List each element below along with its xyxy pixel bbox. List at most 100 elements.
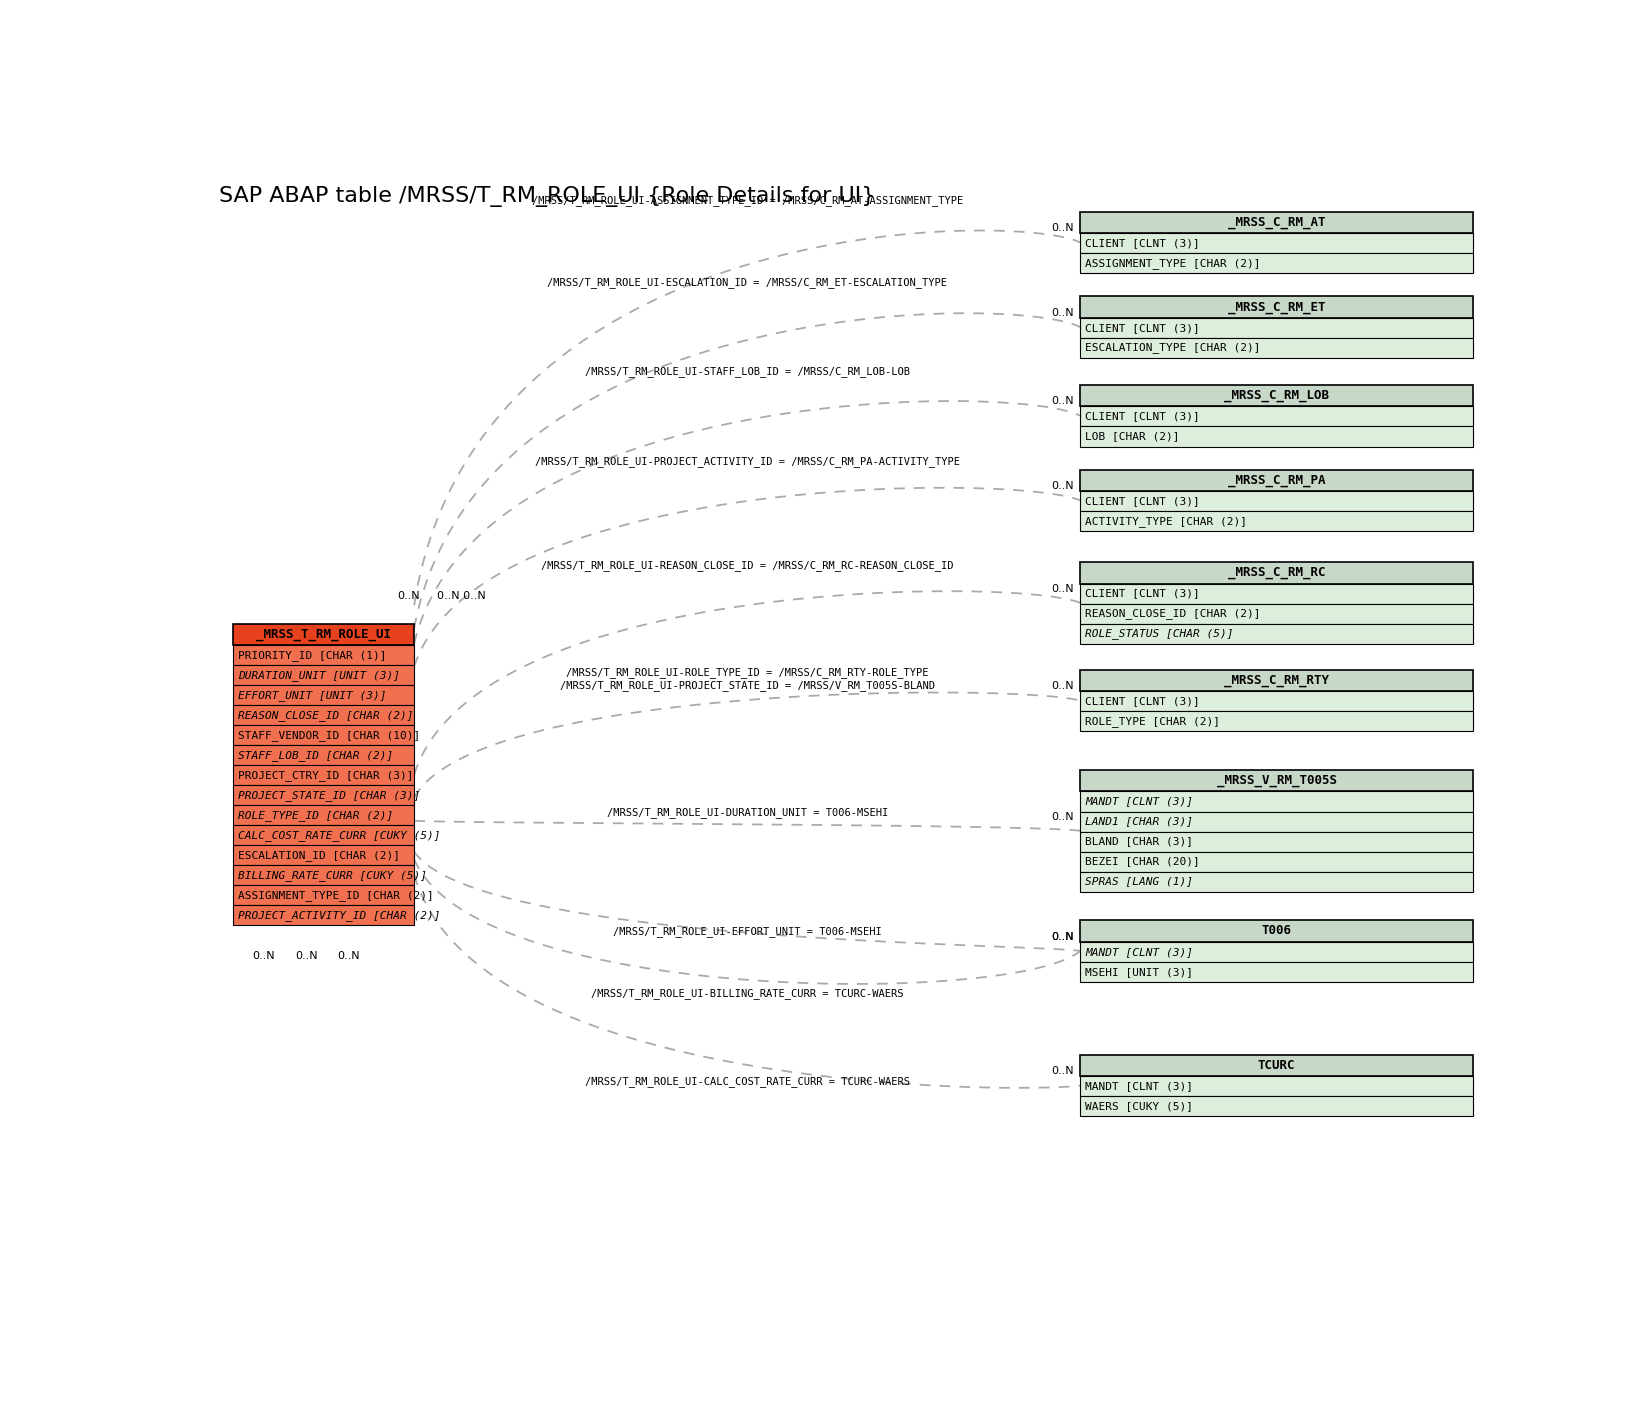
FancyBboxPatch shape bbox=[1079, 470, 1473, 491]
Text: 0..N: 0..N bbox=[1051, 682, 1074, 691]
Text: PROJECT_ACTIVITY_ID [CHAR (2)]: PROJECT_ACTIVITY_ID [CHAR (2)] bbox=[237, 910, 440, 921]
Text: MANDT [CLNT (3)]: MANDT [CLNT (3)] bbox=[1084, 947, 1193, 957]
Text: STAFF_LOB_ID [CHAR (2)]: STAFF_LOB_ID [CHAR (2)] bbox=[237, 749, 394, 761]
FancyBboxPatch shape bbox=[1079, 624, 1473, 643]
Text: 0..N 0..N: 0..N 0..N bbox=[437, 591, 486, 601]
Text: CLIENT [CLNT (3)]: CLIENT [CLNT (3)] bbox=[1084, 588, 1200, 598]
Text: WAERS [CUKY (5)]: WAERS [CUKY (5)] bbox=[1084, 1102, 1193, 1112]
Text: /MRSS/T_RM_ROLE_UI-STAFF_LOB_ID = /MRSS/C_RM_LOB-LOB: /MRSS/T_RM_ROLE_UI-STAFF_LOB_ID = /MRSS/… bbox=[585, 367, 910, 377]
FancyBboxPatch shape bbox=[1079, 253, 1473, 274]
Text: MANDT [CLNT (3)]: MANDT [CLNT (3)] bbox=[1084, 1081, 1193, 1091]
Text: 0..N: 0..N bbox=[1051, 223, 1074, 233]
Text: CALC_COST_RATE_CURR [CUKY (5)]: CALC_COST_RATE_CURR [CUKY (5)] bbox=[237, 830, 440, 841]
FancyBboxPatch shape bbox=[1079, 604, 1473, 624]
FancyBboxPatch shape bbox=[1079, 406, 1473, 426]
FancyBboxPatch shape bbox=[1079, 233, 1473, 253]
Text: _MRSS_V_RM_T005S: _MRSS_V_RM_T005S bbox=[1216, 775, 1337, 787]
FancyBboxPatch shape bbox=[234, 624, 414, 645]
Text: 0..N: 0..N bbox=[295, 951, 318, 961]
Text: PRIORITY_ID [CHAR (1)]: PRIORITY_ID [CHAR (1)] bbox=[237, 649, 386, 660]
FancyBboxPatch shape bbox=[1079, 670, 1473, 691]
Text: 0..N: 0..N bbox=[397, 591, 420, 601]
FancyBboxPatch shape bbox=[1079, 511, 1473, 531]
FancyBboxPatch shape bbox=[234, 645, 414, 665]
Text: /MRSS/T_RM_ROLE_UI-ASSIGNMENT_TYPE_ID = /MRSS/C_RM_AT-ASSIGNMENT_TYPE: /MRSS/T_RM_ROLE_UI-ASSIGNMENT_TYPE_ID = … bbox=[532, 195, 962, 206]
FancyBboxPatch shape bbox=[1079, 1055, 1473, 1077]
Text: 0..N: 0..N bbox=[1051, 481, 1074, 491]
Text: BLAND [CHAR (3)]: BLAND [CHAR (3)] bbox=[1084, 837, 1193, 847]
Text: /MRSS/T_RM_ROLE_UI-CALC_COST_RATE_CURR = TCURC-WAERS: /MRSS/T_RM_ROLE_UI-CALC_COST_RATE_CURR =… bbox=[585, 1077, 910, 1086]
Text: ROLE_STATUS [CHAR (5)]: ROLE_STATUS [CHAR (5)] bbox=[1084, 628, 1233, 639]
Text: 0..N: 0..N bbox=[1051, 931, 1074, 941]
Text: PROJECT_STATE_ID [CHAR (3)]: PROJECT_STATE_ID [CHAR (3)] bbox=[237, 790, 420, 801]
Text: _MRSS_T_RM_ROLE_UI: _MRSS_T_RM_ROLE_UI bbox=[255, 628, 391, 641]
Text: MSEHI [UNIT (3)]: MSEHI [UNIT (3)] bbox=[1084, 967, 1193, 976]
FancyBboxPatch shape bbox=[1079, 212, 1473, 233]
Text: PROJECT_CTRY_ID [CHAR (3)]: PROJECT_CTRY_ID [CHAR (3)] bbox=[237, 770, 414, 780]
FancyBboxPatch shape bbox=[1079, 941, 1473, 962]
Text: CLIENT [CLNT (3)]: CLIENT [CLNT (3)] bbox=[1084, 238, 1200, 248]
Text: SAP ABAP table /MRSS/T_RM_ROLE_UI {Role Details for UI}: SAP ABAP table /MRSS/T_RM_ROLE_UI {Role … bbox=[219, 186, 875, 207]
Text: 0..N: 0..N bbox=[338, 951, 359, 961]
Text: /MRSS/T_RM_ROLE_UI-BILLING_RATE_CURR = TCURC-WAERS: /MRSS/T_RM_ROLE_UI-BILLING_RATE_CURR = T… bbox=[592, 988, 903, 999]
FancyBboxPatch shape bbox=[1079, 426, 1473, 446]
FancyBboxPatch shape bbox=[1079, 920, 1473, 941]
Text: /MRSS/T_RM_ROLE_UI-PROJECT_ACTIVITY_ID = /MRSS/C_RM_PA-ACTIVITY_TYPE: /MRSS/T_RM_ROLE_UI-PROJECT_ACTIVITY_ID =… bbox=[534, 456, 959, 467]
Text: CLIENT [CLNT (3)]: CLIENT [CLNT (3)] bbox=[1084, 697, 1200, 707]
Text: ROLE_TYPE_ID [CHAR (2)]: ROLE_TYPE_ID [CHAR (2)] bbox=[237, 810, 394, 821]
Text: REASON_CLOSE_ID [CHAR (2)]: REASON_CLOSE_ID [CHAR (2)] bbox=[237, 710, 414, 721]
Text: ESCALATION_TYPE [CHAR (2)]: ESCALATION_TYPE [CHAR (2)] bbox=[1084, 343, 1261, 353]
Text: TCURC: TCURC bbox=[1257, 1060, 1295, 1072]
Text: ESCALATION_ID [CHAR (2)]: ESCALATION_ID [CHAR (2)] bbox=[237, 849, 400, 861]
FancyBboxPatch shape bbox=[234, 725, 414, 745]
FancyBboxPatch shape bbox=[1079, 711, 1473, 731]
Text: 0..N: 0..N bbox=[1051, 931, 1074, 941]
Text: 0..N: 0..N bbox=[1051, 396, 1074, 406]
Text: REASON_CLOSE_ID [CHAR (2)]: REASON_CLOSE_ID [CHAR (2)] bbox=[1084, 608, 1261, 619]
Text: ASSIGNMENT_TYPE [CHAR (2)]: ASSIGNMENT_TYPE [CHAR (2)] bbox=[1084, 258, 1261, 268]
Text: /MRSS/T_RM_ROLE_UI-PROJECT_STATE_ID = /MRSS/V_RM_T005S-BLAND: /MRSS/T_RM_ROLE_UI-PROJECT_STATE_ID = /M… bbox=[560, 680, 934, 691]
Text: /MRSS/T_RM_ROLE_UI-ROLE_TYPE_ID = /MRSS/C_RM_RTY-ROLE_TYPE: /MRSS/T_RM_ROLE_UI-ROLE_TYPE_ID = /MRSS/… bbox=[565, 666, 928, 677]
Text: /MRSS/T_RM_ROLE_UI-ESCALATION_ID = /MRSS/C_RM_ET-ESCALATION_TYPE: /MRSS/T_RM_ROLE_UI-ESCALATION_ID = /MRSS… bbox=[547, 277, 948, 288]
FancyBboxPatch shape bbox=[234, 765, 414, 786]
FancyBboxPatch shape bbox=[1079, 339, 1473, 358]
Text: _MRSS_C_RM_PA: _MRSS_C_RM_PA bbox=[1228, 474, 1325, 487]
FancyBboxPatch shape bbox=[1079, 1077, 1473, 1096]
FancyBboxPatch shape bbox=[1079, 962, 1473, 982]
FancyBboxPatch shape bbox=[1079, 852, 1473, 872]
FancyBboxPatch shape bbox=[234, 786, 414, 806]
Text: EFFORT_UNIT [UNIT (3)]: EFFORT_UNIT [UNIT (3)] bbox=[237, 690, 386, 701]
Text: _MRSS_C_RM_ET: _MRSS_C_RM_ET bbox=[1228, 301, 1325, 313]
FancyBboxPatch shape bbox=[234, 745, 414, 765]
FancyBboxPatch shape bbox=[1079, 811, 1473, 831]
FancyBboxPatch shape bbox=[1079, 385, 1473, 406]
FancyBboxPatch shape bbox=[1079, 584, 1473, 604]
Text: BILLING_RATE_CURR [CUKY (5)]: BILLING_RATE_CURR [CUKY (5)] bbox=[237, 871, 427, 880]
Text: _MRSS_C_RM_RTY: _MRSS_C_RM_RTY bbox=[1224, 674, 1328, 687]
FancyBboxPatch shape bbox=[1079, 1096, 1473, 1116]
Text: CLIENT [CLNT (3)]: CLIENT [CLNT (3)] bbox=[1084, 412, 1200, 422]
Text: T006: T006 bbox=[1262, 924, 1292, 937]
FancyBboxPatch shape bbox=[1079, 770, 1473, 792]
Text: CLIENT [CLNT (3)]: CLIENT [CLNT (3)] bbox=[1084, 497, 1200, 507]
FancyBboxPatch shape bbox=[1079, 831, 1473, 852]
Text: _MRSS_C_RM_LOB: _MRSS_C_RM_LOB bbox=[1224, 389, 1328, 402]
FancyBboxPatch shape bbox=[234, 886, 414, 906]
FancyBboxPatch shape bbox=[1079, 296, 1473, 317]
Text: ROLE_TYPE [CHAR (2)]: ROLE_TYPE [CHAR (2)] bbox=[1084, 715, 1220, 727]
FancyBboxPatch shape bbox=[234, 865, 414, 886]
FancyBboxPatch shape bbox=[234, 706, 414, 725]
Text: ACTIVITY_TYPE [CHAR (2)]: ACTIVITY_TYPE [CHAR (2)] bbox=[1084, 516, 1248, 526]
Text: /MRSS/T_RM_ROLE_UI-REASON_CLOSE_ID = /MRSS/C_RM_RC-REASON_CLOSE_ID: /MRSS/T_RM_ROLE_UI-REASON_CLOSE_ID = /MR… bbox=[541, 560, 954, 571]
Text: 0..N: 0..N bbox=[1051, 811, 1074, 821]
FancyBboxPatch shape bbox=[234, 686, 414, 706]
Text: 0..N: 0..N bbox=[1051, 308, 1074, 317]
Text: ASSIGNMENT_TYPE_ID [CHAR (2)]: ASSIGNMENT_TYPE_ID [CHAR (2)] bbox=[237, 890, 433, 900]
FancyBboxPatch shape bbox=[234, 665, 414, 686]
FancyBboxPatch shape bbox=[234, 845, 414, 865]
Text: LOB [CHAR (2)]: LOB [CHAR (2)] bbox=[1084, 432, 1180, 442]
Text: DURATION_UNIT [UNIT (3)]: DURATION_UNIT [UNIT (3)] bbox=[237, 670, 400, 680]
Text: 0..N: 0..N bbox=[252, 951, 275, 961]
Text: MANDT [CLNT (3)]: MANDT [CLNT (3)] bbox=[1084, 796, 1193, 807]
Text: BEZEI [CHAR (20)]: BEZEI [CHAR (20)] bbox=[1084, 856, 1200, 866]
